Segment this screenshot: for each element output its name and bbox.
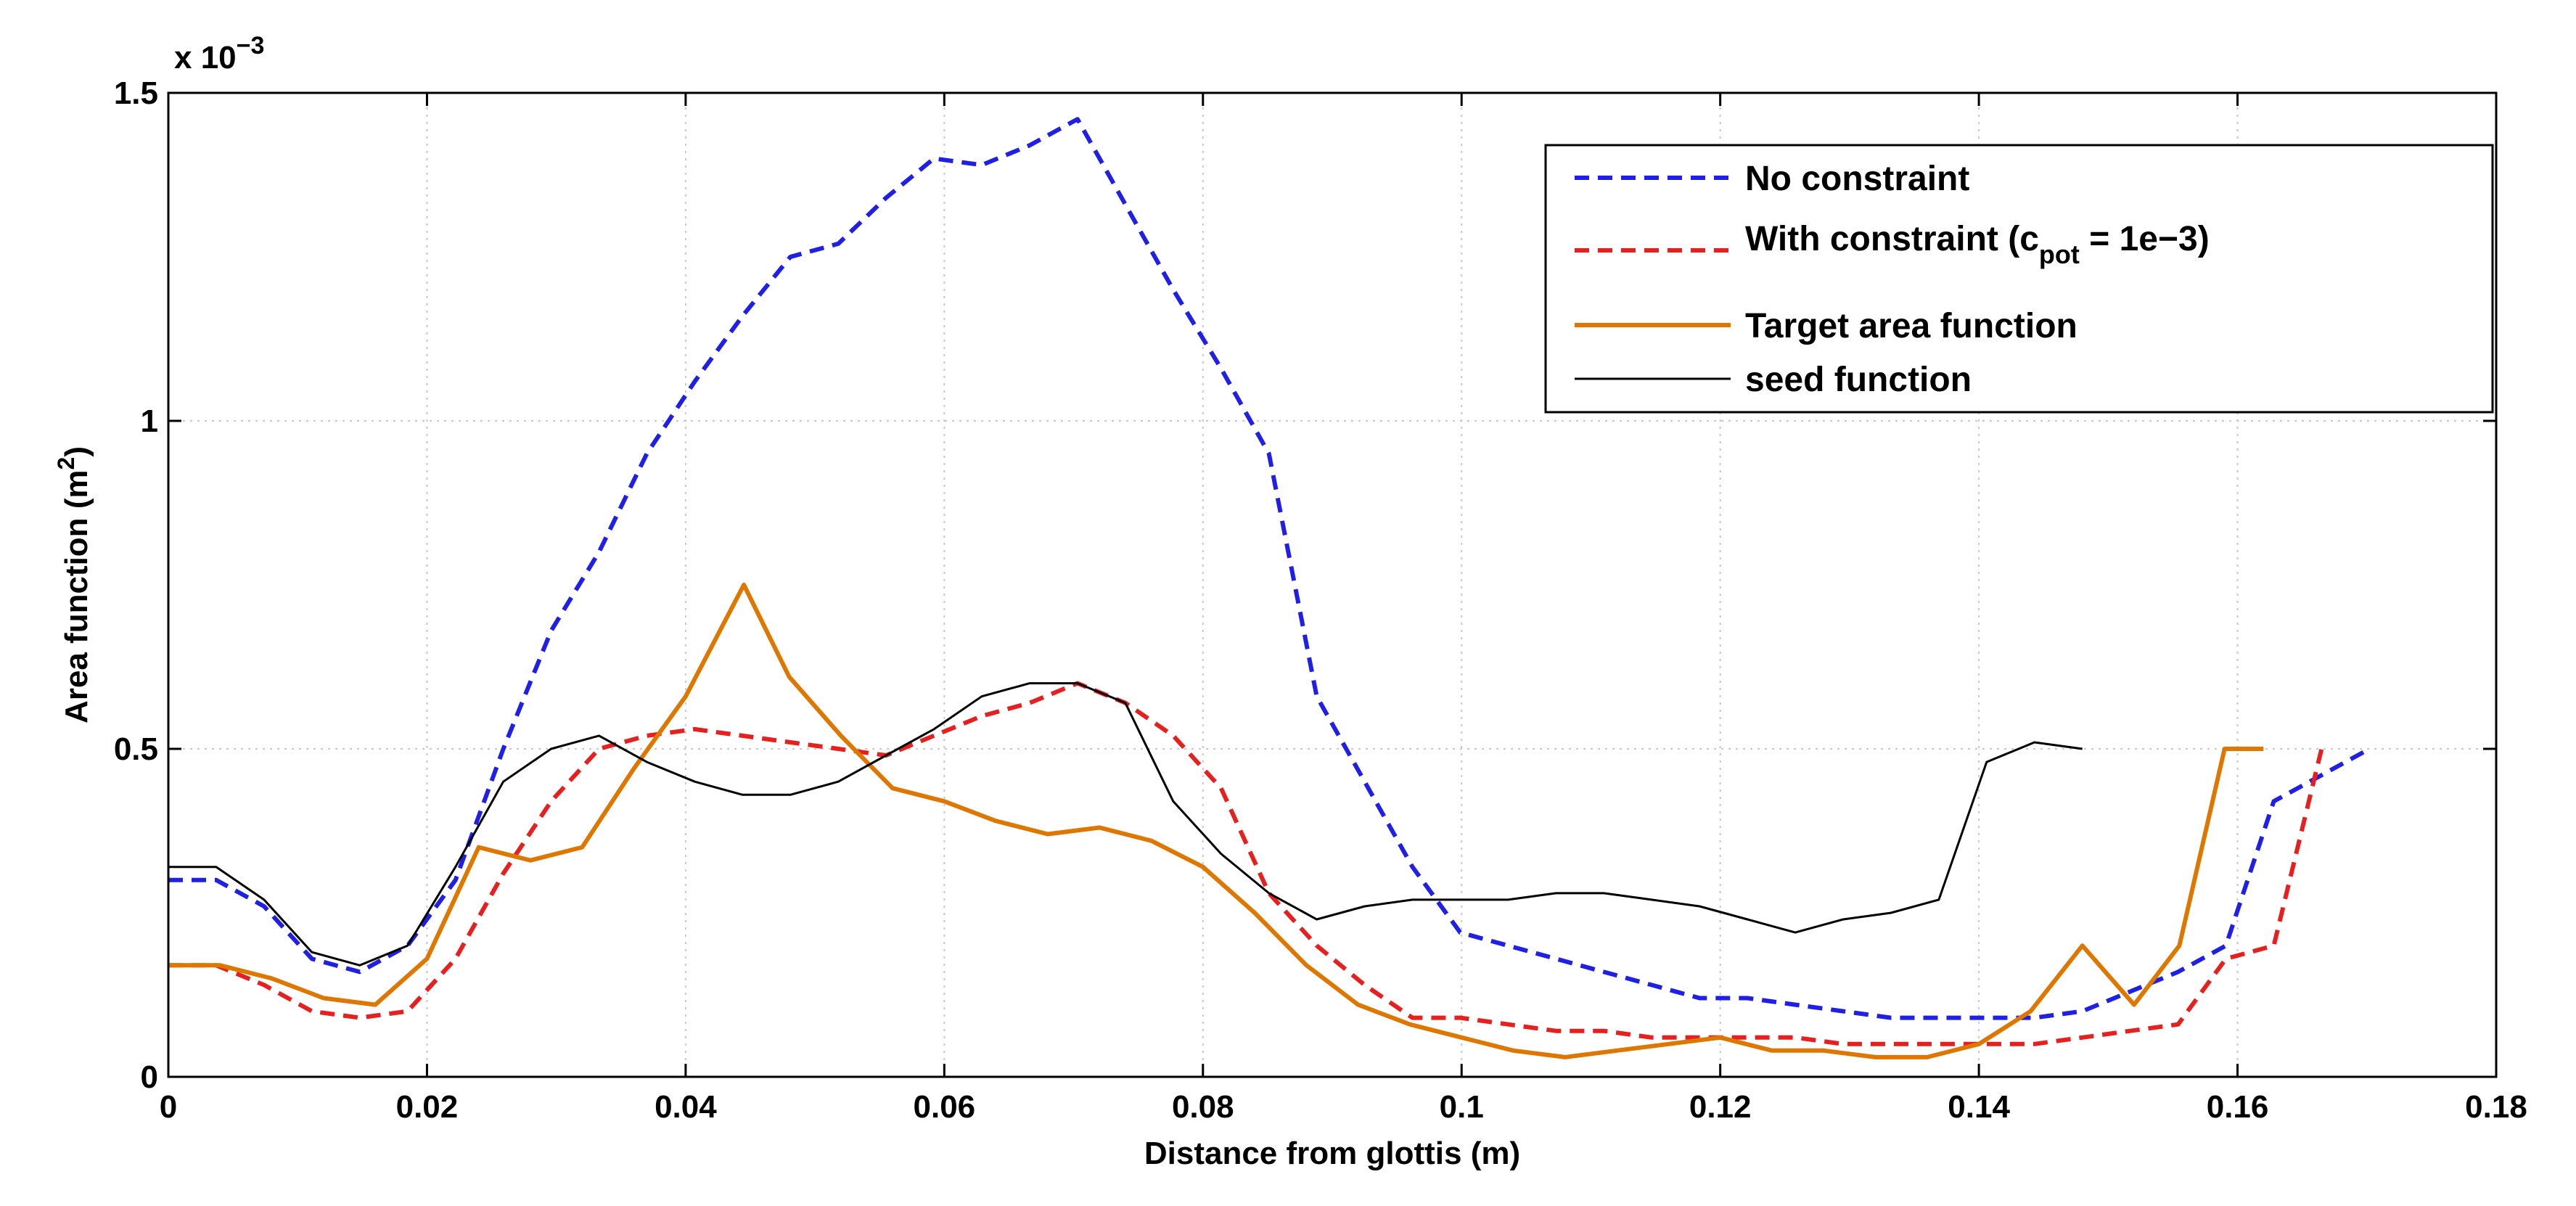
x-tick-label: 0.1 [1440, 1089, 1484, 1125]
y-scale-exponent: −3 [237, 32, 265, 60]
legend-with-constraint-tail: = 1e−3) [2080, 220, 2210, 258]
legend: No constraint With constraint (cpot = 1e… [1544, 144, 2494, 414]
y-tick-label: 1.5 [114, 75, 158, 111]
x-tick-label: 0.02 [396, 1089, 459, 1125]
legend-label-no-constraint: No constraint [1745, 160, 1969, 198]
legend-with-constraint-main: With constraint (c [1745, 220, 2039, 258]
y-axis-label-main: Area function (m [59, 469, 94, 723]
legend-box [1544, 144, 2494, 414]
legend-with-constraint-sub: pot [2039, 239, 2080, 269]
x-axis-label: Distance from glottis (m) [1144, 1136, 1520, 1171]
legend-label-target: Target area function [1745, 307, 2077, 345]
y-axis-label-close: ) [59, 446, 94, 457]
y-scale-factor: x 10−3 [174, 32, 264, 75]
x-tick-label: 0.06 [914, 1089, 976, 1125]
y-tick-label: 0 [141, 1059, 158, 1095]
y-tick-labels: 0 0.5 1 1.5 [114, 75, 158, 1095]
series-with-constraint [168, 681, 2324, 1046]
x-tick-label: 0.14 [1948, 1089, 2010, 1125]
plot-frame [167, 91, 2498, 1078]
x-tick-labels: 0 0.02 0.04 0.06 0.08 0.1 0.12 0.14 0.16 0.18 [160, 1089, 2527, 1125]
x-tick-label: 0.18 [2465, 1089, 2527, 1125]
y-axis-label: Area function (m2) [53, 446, 94, 723]
legend-label-with-constraint: With constraint (cpot = 1e−3) [1745, 220, 2210, 269]
x-tick-label: 0.08 [1172, 1089, 1234, 1125]
series-lines [168, 117, 2371, 1059]
series-target-area [168, 583, 2264, 1059]
x-tick-label: 0 [160, 1089, 177, 1125]
series-no-constraint [168, 117, 2371, 1020]
series-seed [168, 682, 2083, 967]
x-tick-label: 0.04 [655, 1089, 717, 1125]
x-tick-label: 0.12 [1689, 1089, 1752, 1125]
legend-label-seed: seed function [1745, 361, 1972, 399]
y-tick-label: 0.5 [114, 731, 158, 767]
y-tick-label: 1 [141, 403, 158, 439]
y-axis-label-sup: 2 [53, 457, 79, 470]
x-tick-label: 0.16 [2207, 1089, 2269, 1125]
y-scale-prefix: x 10 [174, 40, 237, 75]
axis-ticks [167, 91, 2498, 1078]
